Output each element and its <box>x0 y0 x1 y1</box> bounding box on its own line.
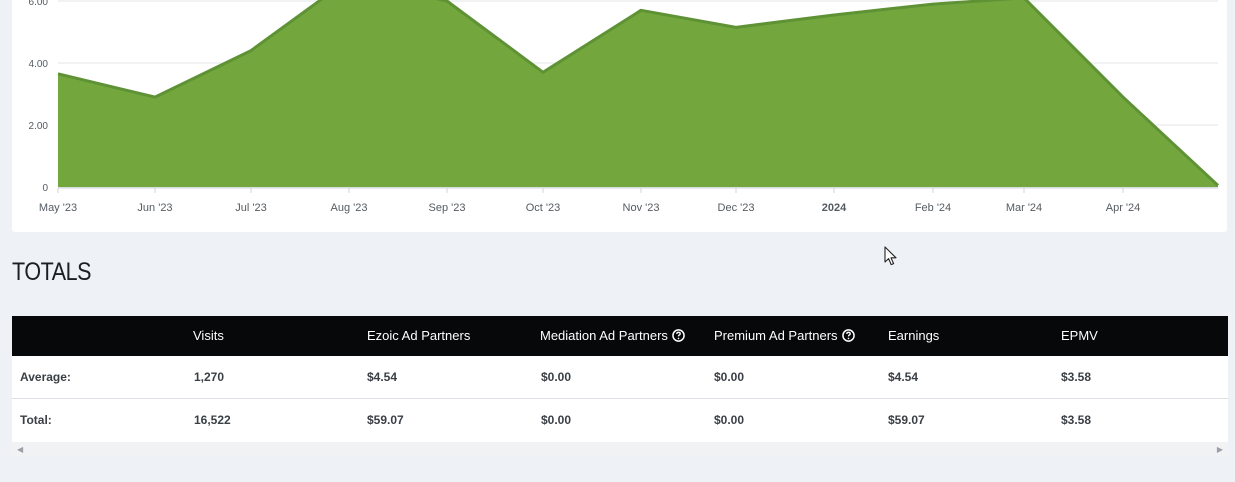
column-header-visits[interactable]: Visits <box>193 328 224 343</box>
totals-table-header: Visits Ezoic Ad Partners Mediation Ad Pa… <box>12 316 1228 356</box>
column-header-epmv[interactable]: EPMV <box>1061 328 1098 343</box>
totals-table: Visits Ezoic Ad Partners Mediation Ad Pa… <box>12 316 1228 456</box>
totals-heading: TOTALS <box>12 258 92 286</box>
question-circle-icon[interactable] <box>841 329 855 342</box>
earnings-cell: $4.54 <box>888 370 919 384</box>
question-circle-icon[interactable] <box>672 329 685 342</box>
scroll-right-arrow-icon[interactable]: ▶ <box>1216 445 1223 454</box>
x-tick-label: Dec '23 <box>718 202 755 214</box>
area-fill <box>58 0 1218 187</box>
x-tick-label: Aug '23 <box>331 202 368 214</box>
y-tick-label: 6.00 <box>29 0 49 8</box>
earnings-cell: $59.07 <box>888 413 925 427</box>
x-tick-label: Jul '23 <box>235 202 266 214</box>
epmv-area-chart: 0 2.00 4.00 6.00 May '23 Jun '23 Jul '23 Aug '2… <box>29 0 1220 214</box>
column-header-mediation-ad-partners[interactable]: Mediation Ad Partners <box>540 328 685 343</box>
visits-cell: 1,270 <box>194 370 225 384</box>
x-tick-label: Nov '23 <box>623 202 660 214</box>
series-line <box>57 0 1220 187</box>
ezoic-cell: $59.07 <box>367 413 404 427</box>
earnings-chart-card: 0 2.00 4.00 6.00 May '23 Jun '23 Jul '23 Aug '2… <box>12 0 1227 232</box>
x-tick-label: Jun '23 <box>137 202 172 214</box>
x-tick-label: Apr '24 <box>1106 202 1141 214</box>
x-tick-label: Sep '23 <box>429 202 466 214</box>
premium-cell: $0.00 <box>714 370 745 384</box>
ezoic-cell: $4.54 <box>367 370 398 384</box>
column-header-premium-ad-partners[interactable]: Premium Ad Partners <box>714 328 855 343</box>
table-row-average: Average: 1,270 $4.54 $0.00 $0.00 $4.54 $… <box>12 356 1228 399</box>
mediation-cell: $0.00 <box>541 413 572 427</box>
y-tick-label: 0 <box>42 183 48 194</box>
x-tick-label: Feb '24 <box>915 202 951 214</box>
epmv-cell: $3.58 <box>1061 413 1092 427</box>
x-tick-label: May '23 <box>39 202 77 214</box>
premium-cell: $0.00 <box>714 413 745 427</box>
y-tick-label: 4.00 <box>29 59 49 70</box>
mouse-pointer-icon <box>884 246 897 266</box>
mediation-cell: $0.00 <box>541 370 572 384</box>
scroll-left-arrow-icon[interactable]: ◀ <box>17 445 24 454</box>
column-header-ezoic-ad-partners[interactable]: Ezoic Ad Partners <box>367 328 471 343</box>
column-header-earnings[interactable]: Earnings <box>888 328 940 343</box>
epmv-cell: $3.58 <box>1061 370 1092 384</box>
row-label: Total: <box>20 413 52 427</box>
y-tick-label: 2.00 <box>29 121 49 132</box>
x-tick-label: Oct '23 <box>526 202 561 214</box>
x-tick-label: 2024 <box>822 202 847 214</box>
row-label: Average: <box>20 370 71 384</box>
x-tick-label: Mar '24 <box>1006 202 1042 214</box>
horizontal-scrollbar[interactable]: ◀ ▶ <box>12 442 1228 456</box>
table-row-total: Total: 16,522 $59.07 $0.00 $0.00 $59.07 … <box>12 399 1228 441</box>
visits-cell: 16,522 <box>194 413 231 427</box>
